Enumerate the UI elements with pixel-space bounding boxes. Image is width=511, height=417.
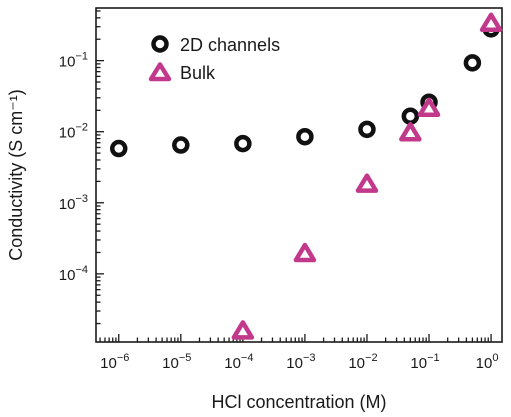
y-axis-title: Conductivity (S cm⁻¹) <box>6 89 26 261</box>
x-tick-label: 10−4 <box>224 352 253 372</box>
data-point-bulk <box>231 320 255 340</box>
data-point-2d-channels <box>234 134 252 153</box>
x-axis-title: HCl concentration (M) <box>211 392 386 412</box>
plot-frame <box>95 7 503 343</box>
x-tick-label: 100 <box>476 352 499 372</box>
y-tick-label: 10−1 <box>59 51 88 71</box>
legend: 2D channels Bulk <box>148 35 280 83</box>
data-point-bulk <box>293 242 317 263</box>
data-points <box>109 12 503 340</box>
data-point-2d-channels <box>463 54 482 72</box>
data-point-bulk <box>355 173 379 193</box>
data-point-2d-channels <box>401 107 420 125</box>
legend-triangle-marker <box>148 62 172 82</box>
data-point-2d-channels <box>296 127 314 146</box>
x-tick-label: 10−3 <box>286 352 315 372</box>
y-tick-label: 10−2 <box>59 122 88 142</box>
x-tick-label: 10−1 <box>410 352 439 372</box>
x-tick-label: 10−5 <box>162 352 191 372</box>
y-tick-label: 10−4 <box>59 264 88 284</box>
y-tick-label: 10−3 <box>59 193 88 213</box>
data-point-bulk <box>479 12 503 33</box>
data-point-bulk <box>417 97 441 118</box>
legend-label-bulk: Bulk <box>180 63 216 83</box>
data-point-2d-channels <box>358 120 376 139</box>
data-point-bulk <box>399 122 422 142</box>
legend-label-2d-channels: 2D channels <box>180 35 280 55</box>
data-point-2d-channels <box>172 136 190 154</box>
data-point-2d-channels <box>109 139 128 158</box>
x-tick-label: 10−2 <box>348 352 377 372</box>
x-tick-label: 10−6 <box>100 352 129 372</box>
legend-circle-marker <box>151 35 169 53</box>
tick-labels: 10−6 10−5 10−4 10−3 10−2 10−1 100 10−4 10−3 10−2 1… <box>59 51 499 372</box>
axis-ticks <box>96 10 492 342</box>
